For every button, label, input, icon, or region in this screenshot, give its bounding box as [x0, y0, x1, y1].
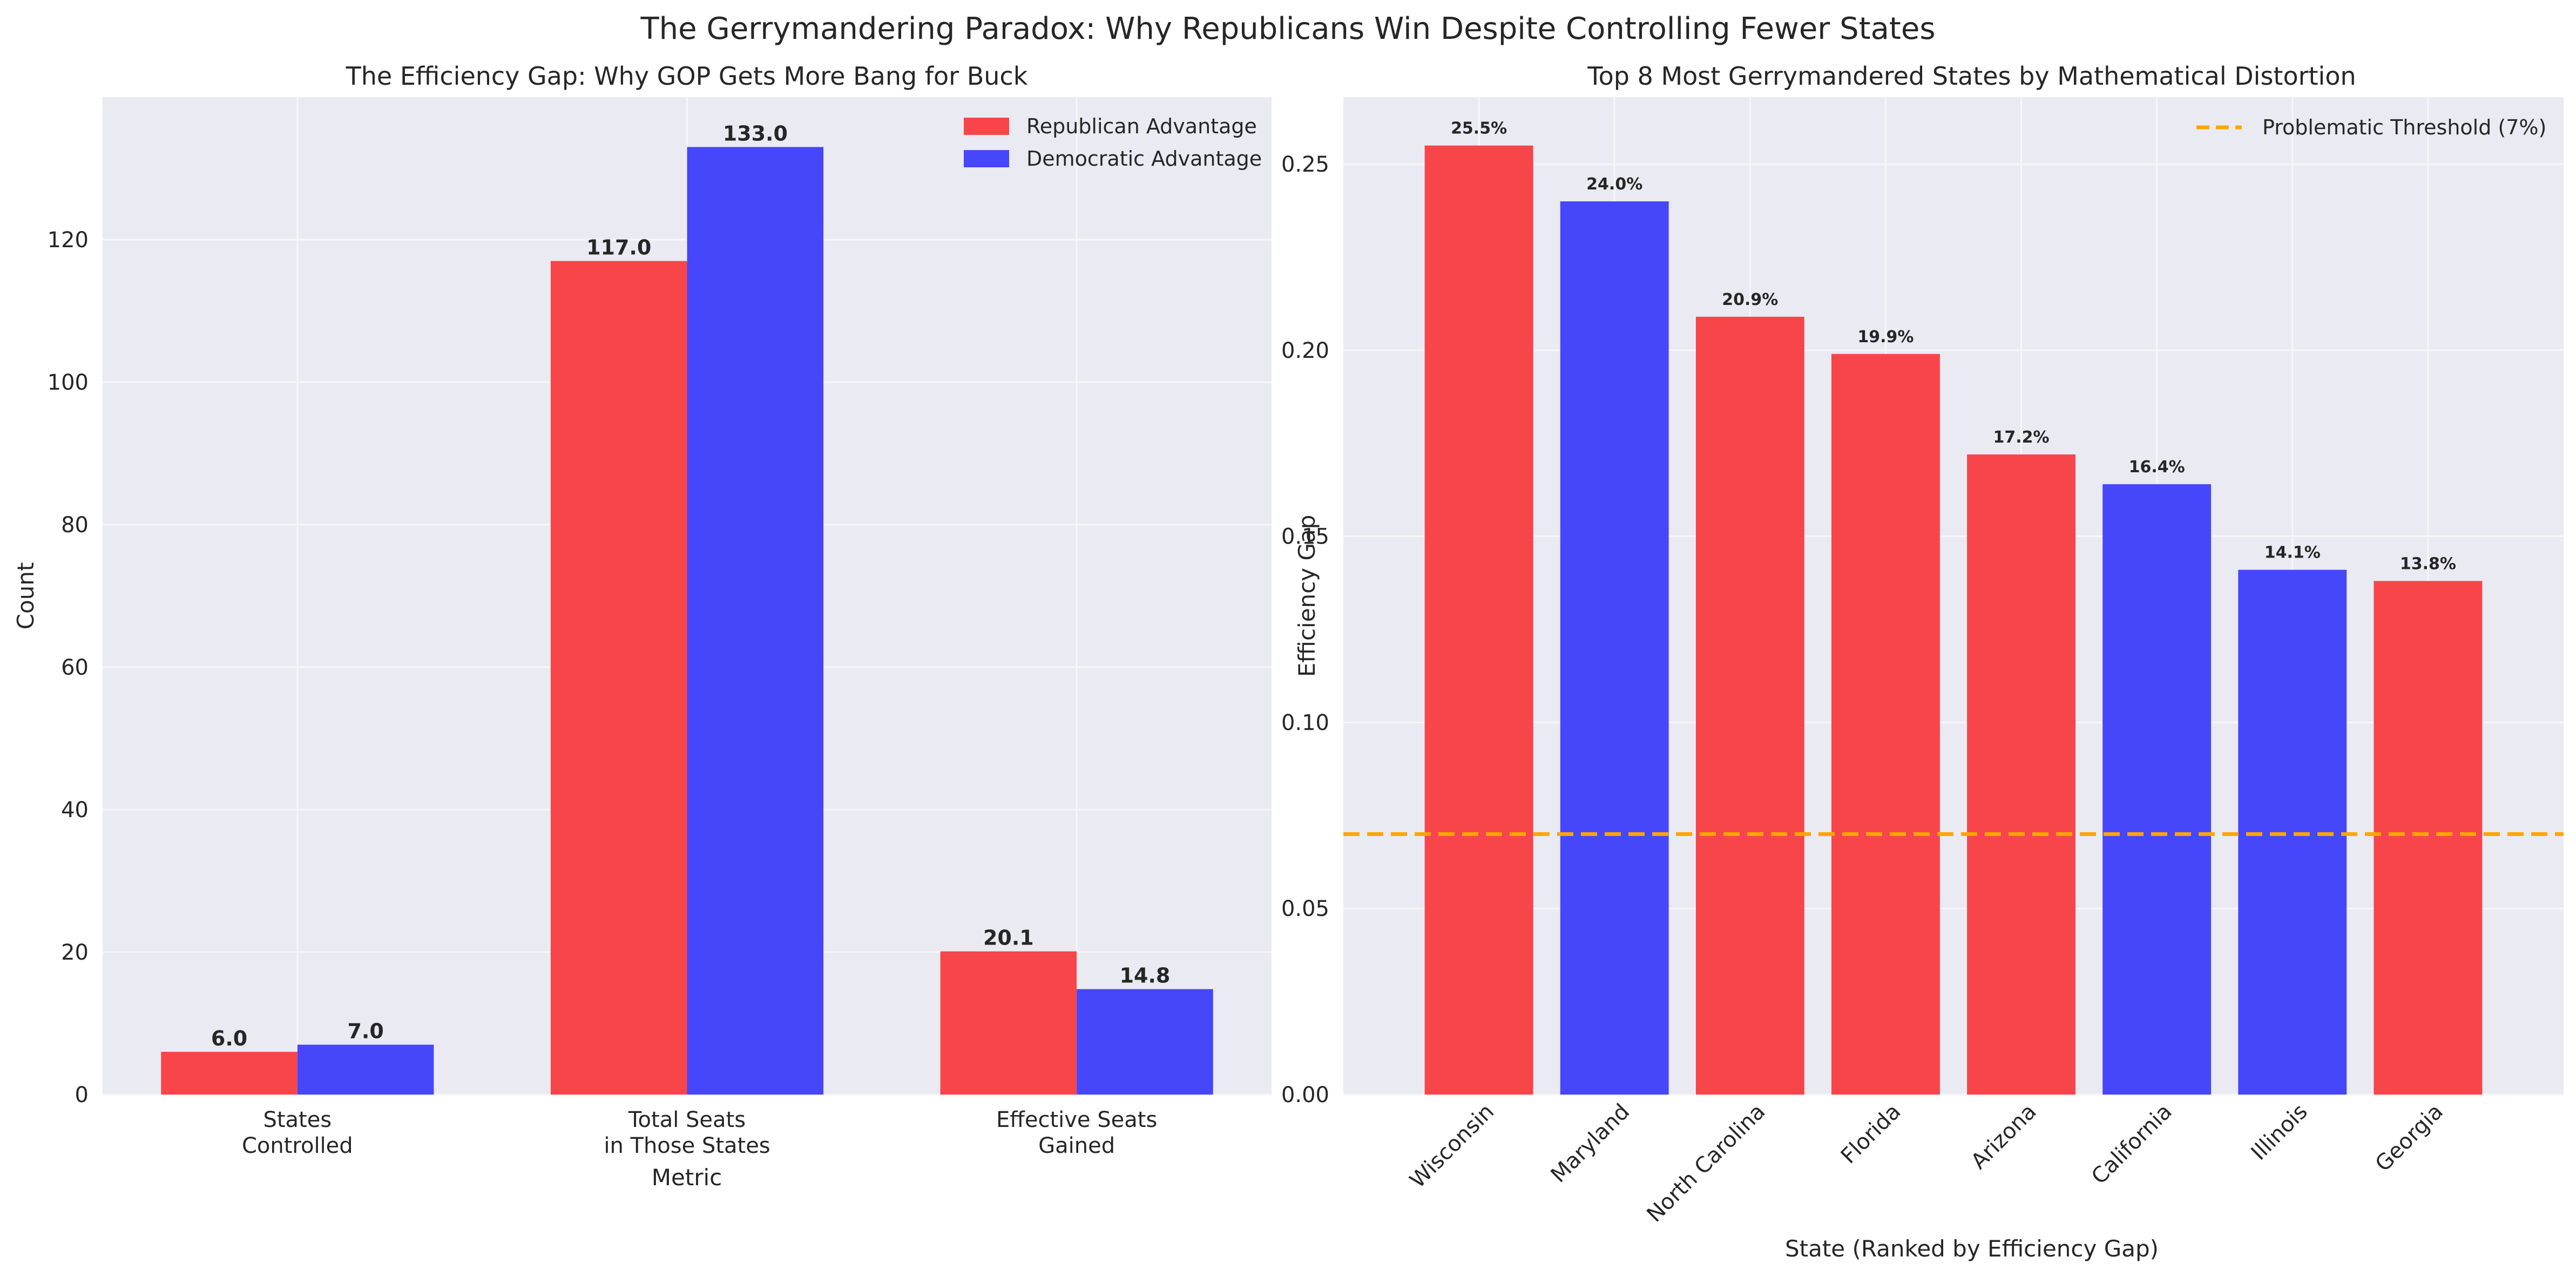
bar-value-label: 13.8%	[2400, 554, 2456, 573]
bar-value-label: 14.8	[1120, 964, 1171, 988]
bar-democratic	[1077, 989, 1213, 1095]
y-tick-label: 120	[48, 228, 89, 253]
legend-swatch-republican	[964, 118, 1009, 135]
x-tick-label: Total Seats in Those States	[604, 1108, 770, 1158]
bar-republican	[161, 1051, 298, 1095]
x-tick-label: Georgia	[2371, 1099, 2448, 1177]
bar-value-label: 14.1%	[2264, 544, 2321, 562]
bar-value-label: 24.0%	[1586, 175, 1642, 194]
y-tick-label: 0.10	[1281, 710, 1329, 735]
y-tick-label: 0.05	[1281, 896, 1329, 921]
bar-value-label: 17.2%	[1993, 428, 2050, 447]
bar-georgia	[2374, 581, 2483, 1095]
bar-value-label: 25.5%	[1451, 119, 1507, 138]
bar-democratic	[687, 147, 824, 1095]
bar-florida	[1831, 354, 1940, 1095]
y-tick-label: 100	[48, 370, 89, 395]
x-tick-labels: Wisconsin Maryland North Carolina Florida Ar…	[1405, 1099, 2448, 1227]
chart-title: The Efficiency Gap: Why GOP Gets More Ba…	[346, 62, 1028, 91]
efficiency-gap-chart: 6.0 117.0 20.1 7.0 133.0 14.8 0 20 40 60 80 100 120…	[12, 62, 1272, 1191]
bar-value-label: 6.0	[211, 1027, 247, 1050]
bar-maryland	[1560, 201, 1669, 1095]
x-axis-label: State (Ranked by Efficiency Gap)	[1785, 1235, 2159, 1262]
x-tick-label: California	[2087, 1099, 2177, 1190]
chart-title: Top 8 Most Gerrymandered States by Mathe…	[1587, 62, 2356, 91]
legend: Republican Advantage Democratic Advantag…	[964, 114, 1262, 171]
y-tick-label: 40	[61, 798, 89, 823]
bar-group	[161, 147, 1213, 1095]
x-tick-label: Wisconsin	[1405, 1099, 1499, 1193]
value-labels: 6.0 117.0 20.1 7.0 133.0 14.8	[211, 121, 1170, 1050]
bar-value-label: 7.0	[347, 1020, 383, 1043]
y-tick-label: 0.15	[1281, 525, 1329, 549]
legend-label-republican: Republican Advantage	[1026, 114, 1257, 138]
x-tick-label: Illinois	[2247, 1099, 2313, 1165]
x-tick-label: North Carolina	[1642, 1099, 1770, 1227]
bar-republican	[550, 261, 687, 1095]
x-axis-label: Metric	[652, 1164, 722, 1191]
bar-north-carolina	[1695, 316, 1804, 1095]
x-tick-label: Arizona	[1966, 1099, 2041, 1174]
y-tick-label: 0	[75, 1083, 89, 1108]
x-tick-labels: States Controlled Total Seats in Those Stat…	[242, 1108, 1157, 1158]
bar-value-label: 117.0	[586, 236, 651, 260]
legend-swatch-democratic	[964, 150, 1009, 167]
y-tick-label: 0.25	[1281, 152, 1329, 177]
x-tick-label: States Controlled	[242, 1108, 353, 1158]
y-axis-label: Efficiency Gap	[1294, 515, 1320, 677]
y-tick-labels: 0 20 40 60 80 100 120	[48, 228, 89, 1108]
legend: Problematic Threshold (7%)	[2196, 116, 2546, 139]
bar-democratic	[297, 1044, 434, 1095]
bar-value-label: 20.9%	[1722, 290, 1778, 309]
bar-group	[1424, 145, 2483, 1095]
legend-label-threshold: Problematic Threshold (7%)	[2262, 116, 2546, 139]
figure-title: The Gerrymandering Paradox: Why Republic…	[640, 11, 1936, 46]
y-tick-label: 20	[61, 940, 89, 965]
x-tick-label: Florida	[1836, 1099, 1906, 1169]
bar-arizona	[1967, 454, 2075, 1095]
bar-wisconsin	[1424, 145, 1533, 1095]
y-tick-label: 80	[61, 513, 89, 538]
y-tick-labels: 0.00 0.05 0.10 0.15 0.20 0.25	[1281, 152, 1329, 1108]
plot-area	[1343, 97, 2564, 1095]
bar-california	[2102, 484, 2212, 1095]
bar-value-label: 16.4%	[2129, 458, 2185, 477]
y-tick-label: 60	[61, 655, 89, 680]
x-tick-label: Maryland	[1546, 1099, 1635, 1188]
bar-value-label: 20.1	[983, 926, 1034, 950]
y-tick-label: 0.00	[1281, 1083, 1329, 1108]
bar-value-label: 133.0	[723, 121, 788, 145]
y-axis-label: Count	[12, 562, 39, 630]
x-tick-label: Effective Seats Gained	[996, 1108, 1157, 1158]
legend-label-democratic: Democratic Advantage	[1026, 147, 1262, 171]
bar-republican	[940, 951, 1077, 1095]
value-labels: 25.5% 24.0% 20.9% 19.9% 17.2% 16.4% 14.1% 13.8%	[1451, 119, 2456, 574]
bar-value-label: 19.9%	[1857, 328, 1914, 347]
y-tick-label: 0.20	[1281, 338, 1329, 363]
top-gerrymandered-states-chart: 25.5% 24.0% 20.9% 19.9% 17.2% 16.4% 14.1% 13.8%…	[1281, 62, 2564, 1262]
